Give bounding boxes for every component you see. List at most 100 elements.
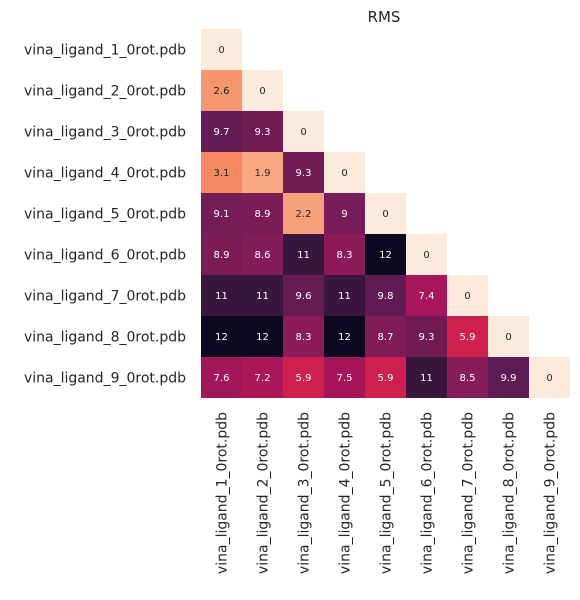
- heatmap-cell: [283, 357, 324, 398]
- column-label: vina_ligand_6_0rot.pdb: [420, 412, 436, 574]
- heatmap-cell: [283, 193, 324, 234]
- cell-value-label: 8.3: [296, 332, 312, 343]
- cell-value-label: 9.3: [419, 332, 435, 343]
- cell-value-label: 9: [341, 209, 347, 220]
- cell-value-label: 7.4: [419, 291, 435, 302]
- heatmap-cell: [529, 357, 570, 398]
- heatmap-cell: [406, 316, 447, 357]
- cell-value-label: 7.2: [255, 373, 271, 384]
- column-label: vina_ligand_3_0rot.pdb: [297, 412, 313, 574]
- row-label: vina_ligand_9_0rot.pdb: [24, 371, 186, 387]
- column-label: vina_ligand_9_0rot.pdb: [543, 412, 559, 574]
- column-label: vina_ligand_4_0rot.pdb: [338, 412, 354, 574]
- heatmap-cell: [324, 234, 365, 275]
- heatmap-cell: [201, 29, 242, 70]
- column-label: vina_ligand_8_0rot.pdb: [502, 412, 518, 574]
- cell-value-label: 7.6: [214, 373, 230, 384]
- cell-value-label: 0: [423, 250, 429, 261]
- heatmap-cell: [365, 316, 406, 357]
- cell-value-label: 11: [297, 250, 310, 261]
- heatmap-cell: [447, 357, 488, 398]
- row-label: vina_ligand_7_0rot.pdb: [24, 289, 186, 305]
- heatmap-cell: [242, 193, 283, 234]
- row-label: vina_ligand_3_0rot.pdb: [24, 125, 186, 141]
- heatmap-cell: [365, 275, 406, 316]
- cell-value-label: 0: [464, 291, 470, 302]
- column-label: vina_ligand_7_0rot.pdb: [461, 412, 477, 574]
- column-label: vina_ligand_2_0rot.pdb: [256, 412, 272, 574]
- cell-value-label: 2.2: [296, 209, 312, 220]
- heatmap-cell: [406, 234, 447, 275]
- cell-value-label: 5.9: [460, 332, 476, 343]
- row-label: vina_ligand_2_0rot.pdb: [24, 84, 186, 100]
- cell-value-label: 8.3: [337, 250, 353, 261]
- heatmap-cell: [365, 357, 406, 398]
- cell-value-label: 0: [546, 373, 552, 384]
- cell-value-label: 9.1: [214, 209, 230, 220]
- cell-value-label: 5.9: [378, 373, 394, 384]
- heatmap-cell: [201, 70, 242, 111]
- heatmap-cell: [324, 193, 365, 234]
- cell-value-label: 11: [215, 291, 228, 302]
- cell-value-label: 0: [382, 209, 388, 220]
- chart-title: RMS: [368, 8, 401, 26]
- cell-value-label: 7.5: [337, 373, 353, 384]
- column-label: vina_ligand_1_0rot.pdb: [215, 412, 231, 574]
- cell-value-label: 8.5: [460, 373, 476, 384]
- row-label: vina_ligand_1_0rot.pdb: [24, 43, 186, 59]
- heatmap-cell: [406, 357, 447, 398]
- heatmap-cell: [365, 193, 406, 234]
- cell-value-label: 8.7: [378, 332, 394, 343]
- heatmap-cell: [447, 275, 488, 316]
- heatmap-cell: [201, 193, 242, 234]
- heatmap-cell: [242, 275, 283, 316]
- heatmap-cell: [488, 316, 529, 357]
- heatmap-cell: [242, 70, 283, 111]
- heatmap-cell: [201, 234, 242, 275]
- cell-value-label: 9.9: [501, 373, 517, 384]
- cell-value-label: 12: [256, 332, 269, 343]
- heatmap-cell: [283, 234, 324, 275]
- cell-value-label: 5.9: [296, 373, 312, 384]
- cell-value-label: 8.6: [255, 250, 271, 261]
- heatmap-cell: [283, 316, 324, 357]
- heatmap-cell: [406, 275, 447, 316]
- cell-value-label: 0: [259, 86, 265, 97]
- cell-value-label: 0: [300, 127, 306, 138]
- heatmap-cell: [324, 316, 365, 357]
- cell-value-label: 12: [379, 250, 392, 261]
- heatmap-cell: [283, 111, 324, 152]
- cell-value-label: 2.6: [214, 86, 230, 97]
- cell-value-label: 11: [420, 373, 433, 384]
- heatmap-cell: [447, 316, 488, 357]
- cell-value-label: 11: [338, 291, 351, 302]
- heatmap-cell: [201, 275, 242, 316]
- cell-value-label: 12: [215, 332, 228, 343]
- row-label: vina_ligand_8_0rot.pdb: [24, 330, 186, 346]
- cell-value-label: 9.3: [255, 127, 271, 138]
- heatmap-cell: [201, 357, 242, 398]
- cell-value-label: 8.9: [255, 209, 271, 220]
- heatmap-cells: 0 2.6 0 9.7 9.3 0 3.1 1.9 9.3 0 9.1 8.9 2.2 9 0 8.9 8.6 1…: [201, 29, 570, 398]
- cell-value-label: 9.8: [378, 291, 394, 302]
- cell-value-label: 9.7: [214, 127, 230, 138]
- heatmap-cell: [283, 152, 324, 193]
- cell-value-label: 11: [256, 291, 269, 302]
- row-label: vina_ligand_4_0rot.pdb: [24, 166, 186, 182]
- row-label: vina_ligand_5_0rot.pdb: [24, 207, 186, 223]
- row-labels: vina_ligand_1_0rot.pdb vina_ligand_2_0rot…: [24, 43, 186, 387]
- row-label: vina_ligand_6_0rot.pdb: [24, 248, 186, 264]
- column-labels: vina_ligand_1_0rot.pdb vina_ligand_2_0rot…: [215, 412, 559, 574]
- heatmap-cell: [242, 111, 283, 152]
- cell-value-label: 1.9: [255, 168, 271, 179]
- heatmap-cell: [242, 316, 283, 357]
- cell-value-label: 0: [218, 45, 224, 56]
- cell-value-label: 0: [341, 168, 347, 179]
- heatmap-cell: [201, 111, 242, 152]
- column-label: vina_ligand_5_0rot.pdb: [379, 412, 395, 574]
- heatmap-cell: [324, 357, 365, 398]
- cell-value-label: 0: [505, 332, 511, 343]
- cell-value-label: 3.1: [214, 168, 230, 179]
- cell-value-label: 8.9: [214, 250, 230, 261]
